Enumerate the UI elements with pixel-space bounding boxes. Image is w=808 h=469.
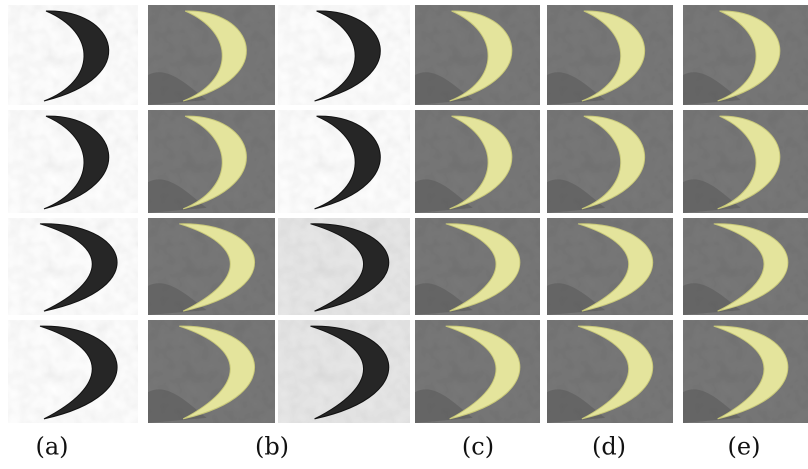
caption: (a)	[35, 433, 68, 461]
image-tile	[415, 5, 540, 105]
image-tile	[547, 320, 673, 423]
image-tile	[8, 218, 138, 315]
caption: (e)	[728, 433, 761, 461]
page: (a) (b) (c) (d) (e) (() => { const data …	[0, 0, 808, 469]
image-tile	[547, 218, 673, 315]
caption: (c)	[462, 433, 494, 461]
image-tile	[415, 218, 540, 315]
figure: (a) (b) (c) (d) (e)	[0, 0, 808, 469]
image-tile	[415, 110, 540, 213]
image-tile	[8, 110, 138, 213]
caption: (d)	[592, 433, 626, 461]
image-tile	[278, 218, 410, 315]
caption: (b)	[255, 433, 289, 461]
image-tile	[683, 320, 808, 423]
image-tile	[8, 320, 138, 423]
image-tile	[683, 218, 808, 315]
image-tile	[278, 5, 410, 105]
image-tile	[148, 5, 275, 105]
image-tile	[547, 5, 673, 105]
image-tile	[547, 110, 673, 213]
image-tile	[415, 320, 540, 423]
image-tile	[278, 110, 410, 213]
image-tile	[683, 110, 808, 213]
image-tile	[148, 110, 275, 213]
image-tile	[278, 320, 410, 423]
image-tile	[148, 320, 275, 423]
image-tile	[148, 218, 275, 315]
image-tile	[683, 5, 808, 105]
image-tile	[8, 5, 138, 105]
